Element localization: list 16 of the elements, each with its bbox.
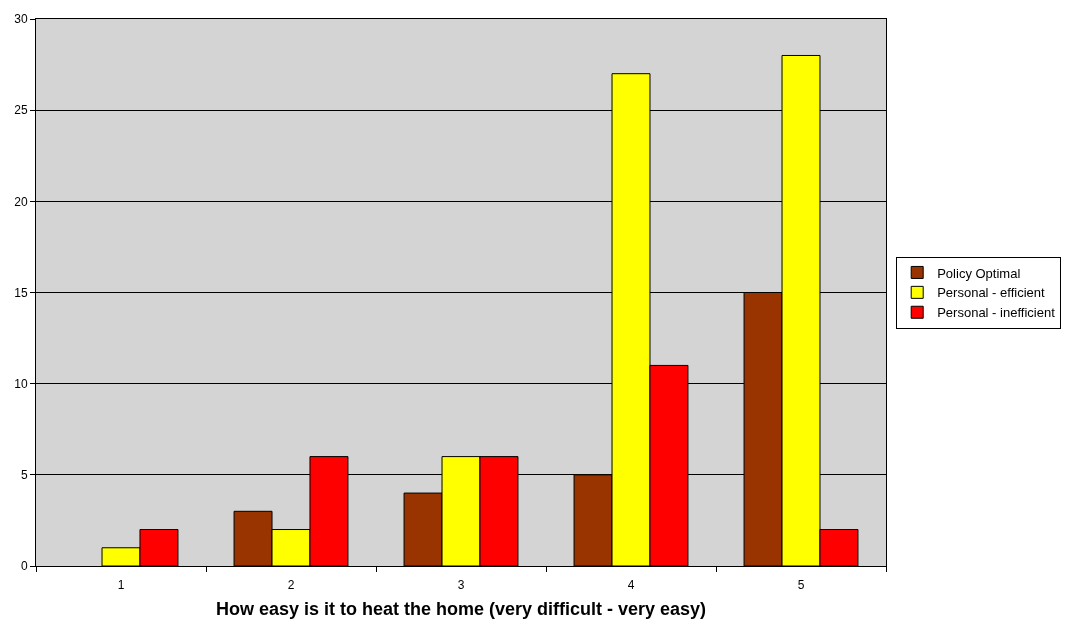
x-tick-label: 2 (287, 578, 295, 593)
x-tick-label: 5 (797, 578, 805, 593)
x-axis-title: How easy is it to heat the home (very difficult - very easy) (215, 598, 707, 619)
x-tick-label: 3 (457, 578, 465, 593)
legend-label: Personal - efficient (937, 285, 1046, 301)
legend-label: Policy Optimal (937, 265, 1021, 281)
y-tick-label: 25 (14, 103, 28, 118)
y-tick-label: 0 (20, 559, 28, 574)
y-tick-label: 30 (14, 12, 28, 27)
y-tick-label: 20 (14, 194, 28, 209)
y-tick-label: 5 (20, 468, 28, 483)
y-tick-label: 10 (14, 376, 28, 391)
x-tick-label: 4 (627, 578, 635, 593)
x-tick-label: 1 (117, 578, 125, 593)
legend-label: Personal - inefficient (937, 305, 1056, 321)
y-tick-label: 15 (14, 285, 28, 300)
